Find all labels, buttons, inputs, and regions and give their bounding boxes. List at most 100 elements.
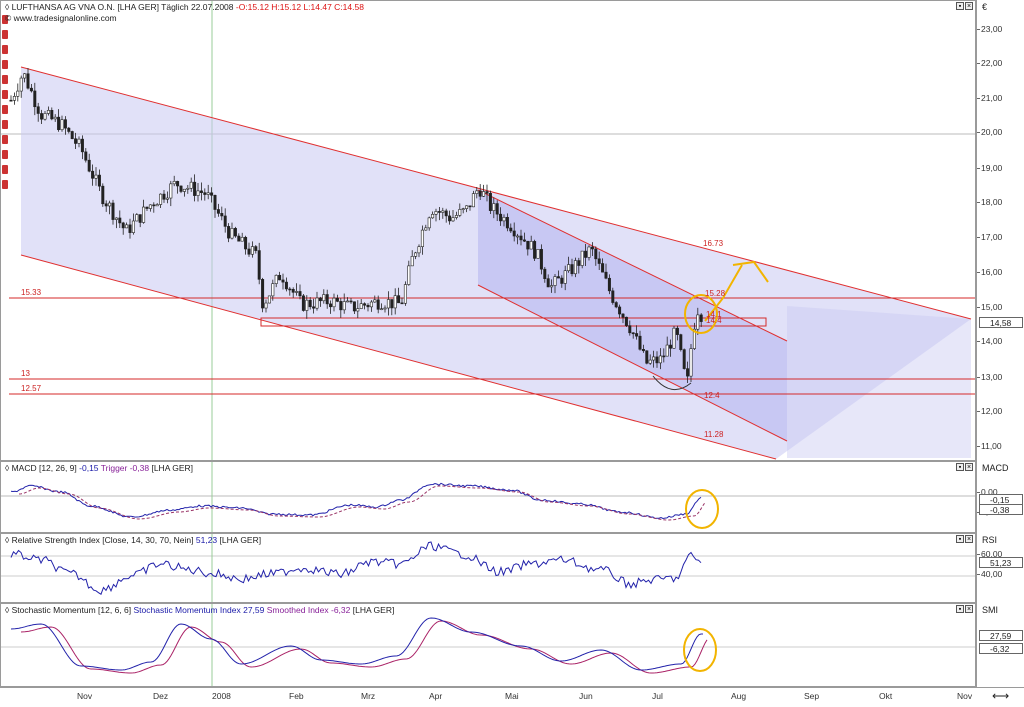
minimize-panel-button[interactable]: ▪ <box>956 535 964 543</box>
price-tick: 19,00 <box>977 163 1003 173</box>
rsi-tick: 60,00 <box>977 549 1003 559</box>
candle-body <box>261 279 265 309</box>
source-icon: © <box>5 13 12 23</box>
candle-body <box>135 214 139 222</box>
candle-body <box>645 350 649 364</box>
candle-body <box>240 236 244 242</box>
tool-marker-icon[interactable] <box>2 45 8 54</box>
candle-body <box>454 215 458 218</box>
candle-body <box>475 190 479 194</box>
candle-body <box>584 250 588 258</box>
price-tick: 23,00 <box>977 24 1003 34</box>
price-tick: 21,00 <box>977 93 1003 103</box>
candle-body <box>410 256 414 267</box>
tool-marker-icon[interactable] <box>2 165 8 174</box>
candle-body <box>128 224 132 233</box>
candle-body <box>414 252 418 257</box>
smi-axis[interactable]: SMI 27,59 -6,32 <box>976 603 1024 687</box>
currency-label: € <box>982 2 988 12</box>
macd-suffix: [LHA GER] <box>151 463 194 473</box>
candle-body <box>536 248 540 259</box>
minimize-panel-button[interactable]: ▪ <box>956 605 964 613</box>
candle-body <box>63 119 67 129</box>
tool-marker-icon[interactable] <box>2 180 8 189</box>
candle-body <box>155 204 159 207</box>
candle-body <box>16 90 20 97</box>
tool-marker-icon[interactable] <box>2 60 8 69</box>
smi-highlight-circle <box>683 628 717 672</box>
candle-body <box>465 205 469 209</box>
month-label: Sep <box>804 691 820 701</box>
candle-body <box>638 335 642 350</box>
month-label: Mai <box>505 691 519 701</box>
candle-body <box>580 250 584 266</box>
close-panel-button[interactable]: × <box>965 2 973 10</box>
candle-body <box>33 90 37 108</box>
candle-body <box>274 274 278 284</box>
breakout-arrow <box>704 264 743 322</box>
time-axis[interactable]: Nov Dez 2008 Feb Mrz Apr Mai Jun Jul Aug… <box>0 687 1024 707</box>
candle-body <box>352 301 356 312</box>
rsi-suffix: [LHA GER] <box>219 535 262 545</box>
candle-body <box>312 306 316 309</box>
month-label: 2008 <box>212 691 231 701</box>
rsi-panel[interactable]: ◊ Relative Strength Index [Close, 14, 30… <box>0 533 976 603</box>
smoothed-label: Smoothed Index -6,32 <box>266 605 351 615</box>
price-tick: 15,00 <box>977 302 1003 312</box>
level-label: 13 <box>21 369 30 378</box>
candle-body <box>233 228 237 237</box>
scroll-resize-icon[interactable]: ⟷ <box>992 689 1010 703</box>
rsi-axis[interactable]: RSI 60,00 40,00 51,23 <box>976 533 1024 603</box>
candle-body <box>652 356 656 361</box>
candle-body <box>648 359 652 364</box>
macd-axis[interactable]: MACD 0,00 0,50 -0,15 -0,38 <box>976 461 1024 533</box>
month-label: Nov <box>77 691 93 701</box>
candle-body <box>356 308 360 312</box>
candle-body <box>315 297 319 309</box>
price-chart-panel[interactable]: ◊ LUFTHANSA AG VNA O.N. [LHA GER] Täglic… <box>0 0 976 461</box>
candle-body <box>373 299 377 303</box>
channel-extension <box>787 306 971 458</box>
tool-marker-icon[interactable] <box>2 90 8 99</box>
smi-label: Stochastic Momentum Index 27,59 <box>133 605 265 615</box>
macd-panel[interactable]: ◊ MACD [12, 26, 9] -0,15 Trigger -0,38 [… <box>0 461 976 533</box>
candle-body <box>686 368 690 377</box>
candle-body <box>346 300 350 303</box>
candle-body <box>339 301 343 311</box>
candle-body <box>618 306 622 315</box>
tool-marker-icon[interactable] <box>2 15 8 24</box>
candle-body <box>271 283 275 297</box>
candle-body <box>70 131 74 140</box>
price-tick: 17,00 <box>977 232 1003 242</box>
candle-body <box>516 235 520 238</box>
candle-body <box>672 327 676 349</box>
minimize-panel-button[interactable]: ▪ <box>956 463 964 471</box>
candle-body <box>165 197 169 200</box>
smi-panel[interactable]: ◊ Stochastic Momentum [12, 6, 6] Stochas… <box>0 603 976 687</box>
macd-tick: 0,00 <box>977 487 998 497</box>
candle-body <box>223 215 227 227</box>
tool-marker-icon[interactable] <box>2 135 8 144</box>
tool-marker-icon[interactable] <box>2 150 8 159</box>
candle-body <box>284 281 288 290</box>
close-panel-button[interactable]: × <box>965 463 973 471</box>
candle-body <box>142 206 146 223</box>
close-panel-button[interactable]: × <box>965 535 973 543</box>
candle-body <box>12 96 16 101</box>
candle-body <box>108 202 112 207</box>
price-axis[interactable]: € 23,00 22,00 21,00 20,00 19,00 18,00 17… <box>976 0 1024 461</box>
smi-axis-title: SMI <box>982 605 999 615</box>
candle-body <box>570 264 574 275</box>
smi-suffix: [LHA GER] <box>352 605 395 615</box>
tool-marker-icon[interactable] <box>2 30 8 39</box>
tool-marker-icon[interactable] <box>2 105 8 114</box>
smoothed-index-line <box>20 620 708 674</box>
candle-body <box>621 313 625 318</box>
candle-body <box>448 215 452 222</box>
candle-body <box>397 295 401 304</box>
minimize-panel-button[interactable]: ▪ <box>956 2 964 10</box>
candle-body <box>699 314 703 322</box>
tool-marker-icon[interactable] <box>2 75 8 84</box>
close-panel-button[interactable]: × <box>965 605 973 613</box>
tool-marker-icon[interactable] <box>2 120 8 129</box>
